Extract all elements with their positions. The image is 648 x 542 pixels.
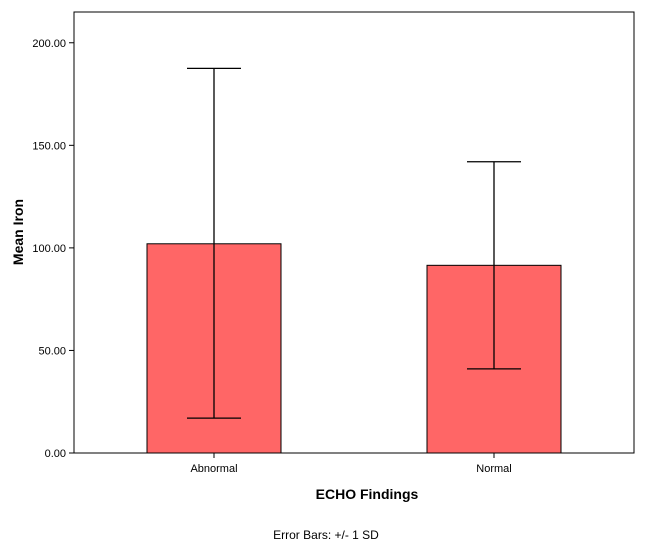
y-axis-ticks: 0.00 50.00 100.00 150.00 200.00 bbox=[32, 38, 74, 460]
y-axis-title: Mean Iron bbox=[10, 199, 26, 265]
y-tick-label: 50.00 bbox=[38, 345, 66, 357]
plot-frame bbox=[73, 11, 635, 454]
error-bars bbox=[187, 67, 521, 419]
y-tick-label: 100.00 bbox=[32, 243, 66, 255]
y-tick-label: 0.00 bbox=[45, 448, 66, 460]
x-axis-title: ECHO Findings bbox=[316, 486, 419, 502]
x-tick-label: Abnormal bbox=[190, 463, 237, 475]
x-tick-label: Normal bbox=[476, 463, 511, 475]
y-tick-label: 200.00 bbox=[32, 38, 66, 50]
error-bars-footnote: Error Bars: +/- 1 SD bbox=[273, 528, 379, 542]
y-tick-label: 150.00 bbox=[32, 140, 66, 152]
x-axis-ticks: Abnormal Normal bbox=[190, 453, 512, 475]
